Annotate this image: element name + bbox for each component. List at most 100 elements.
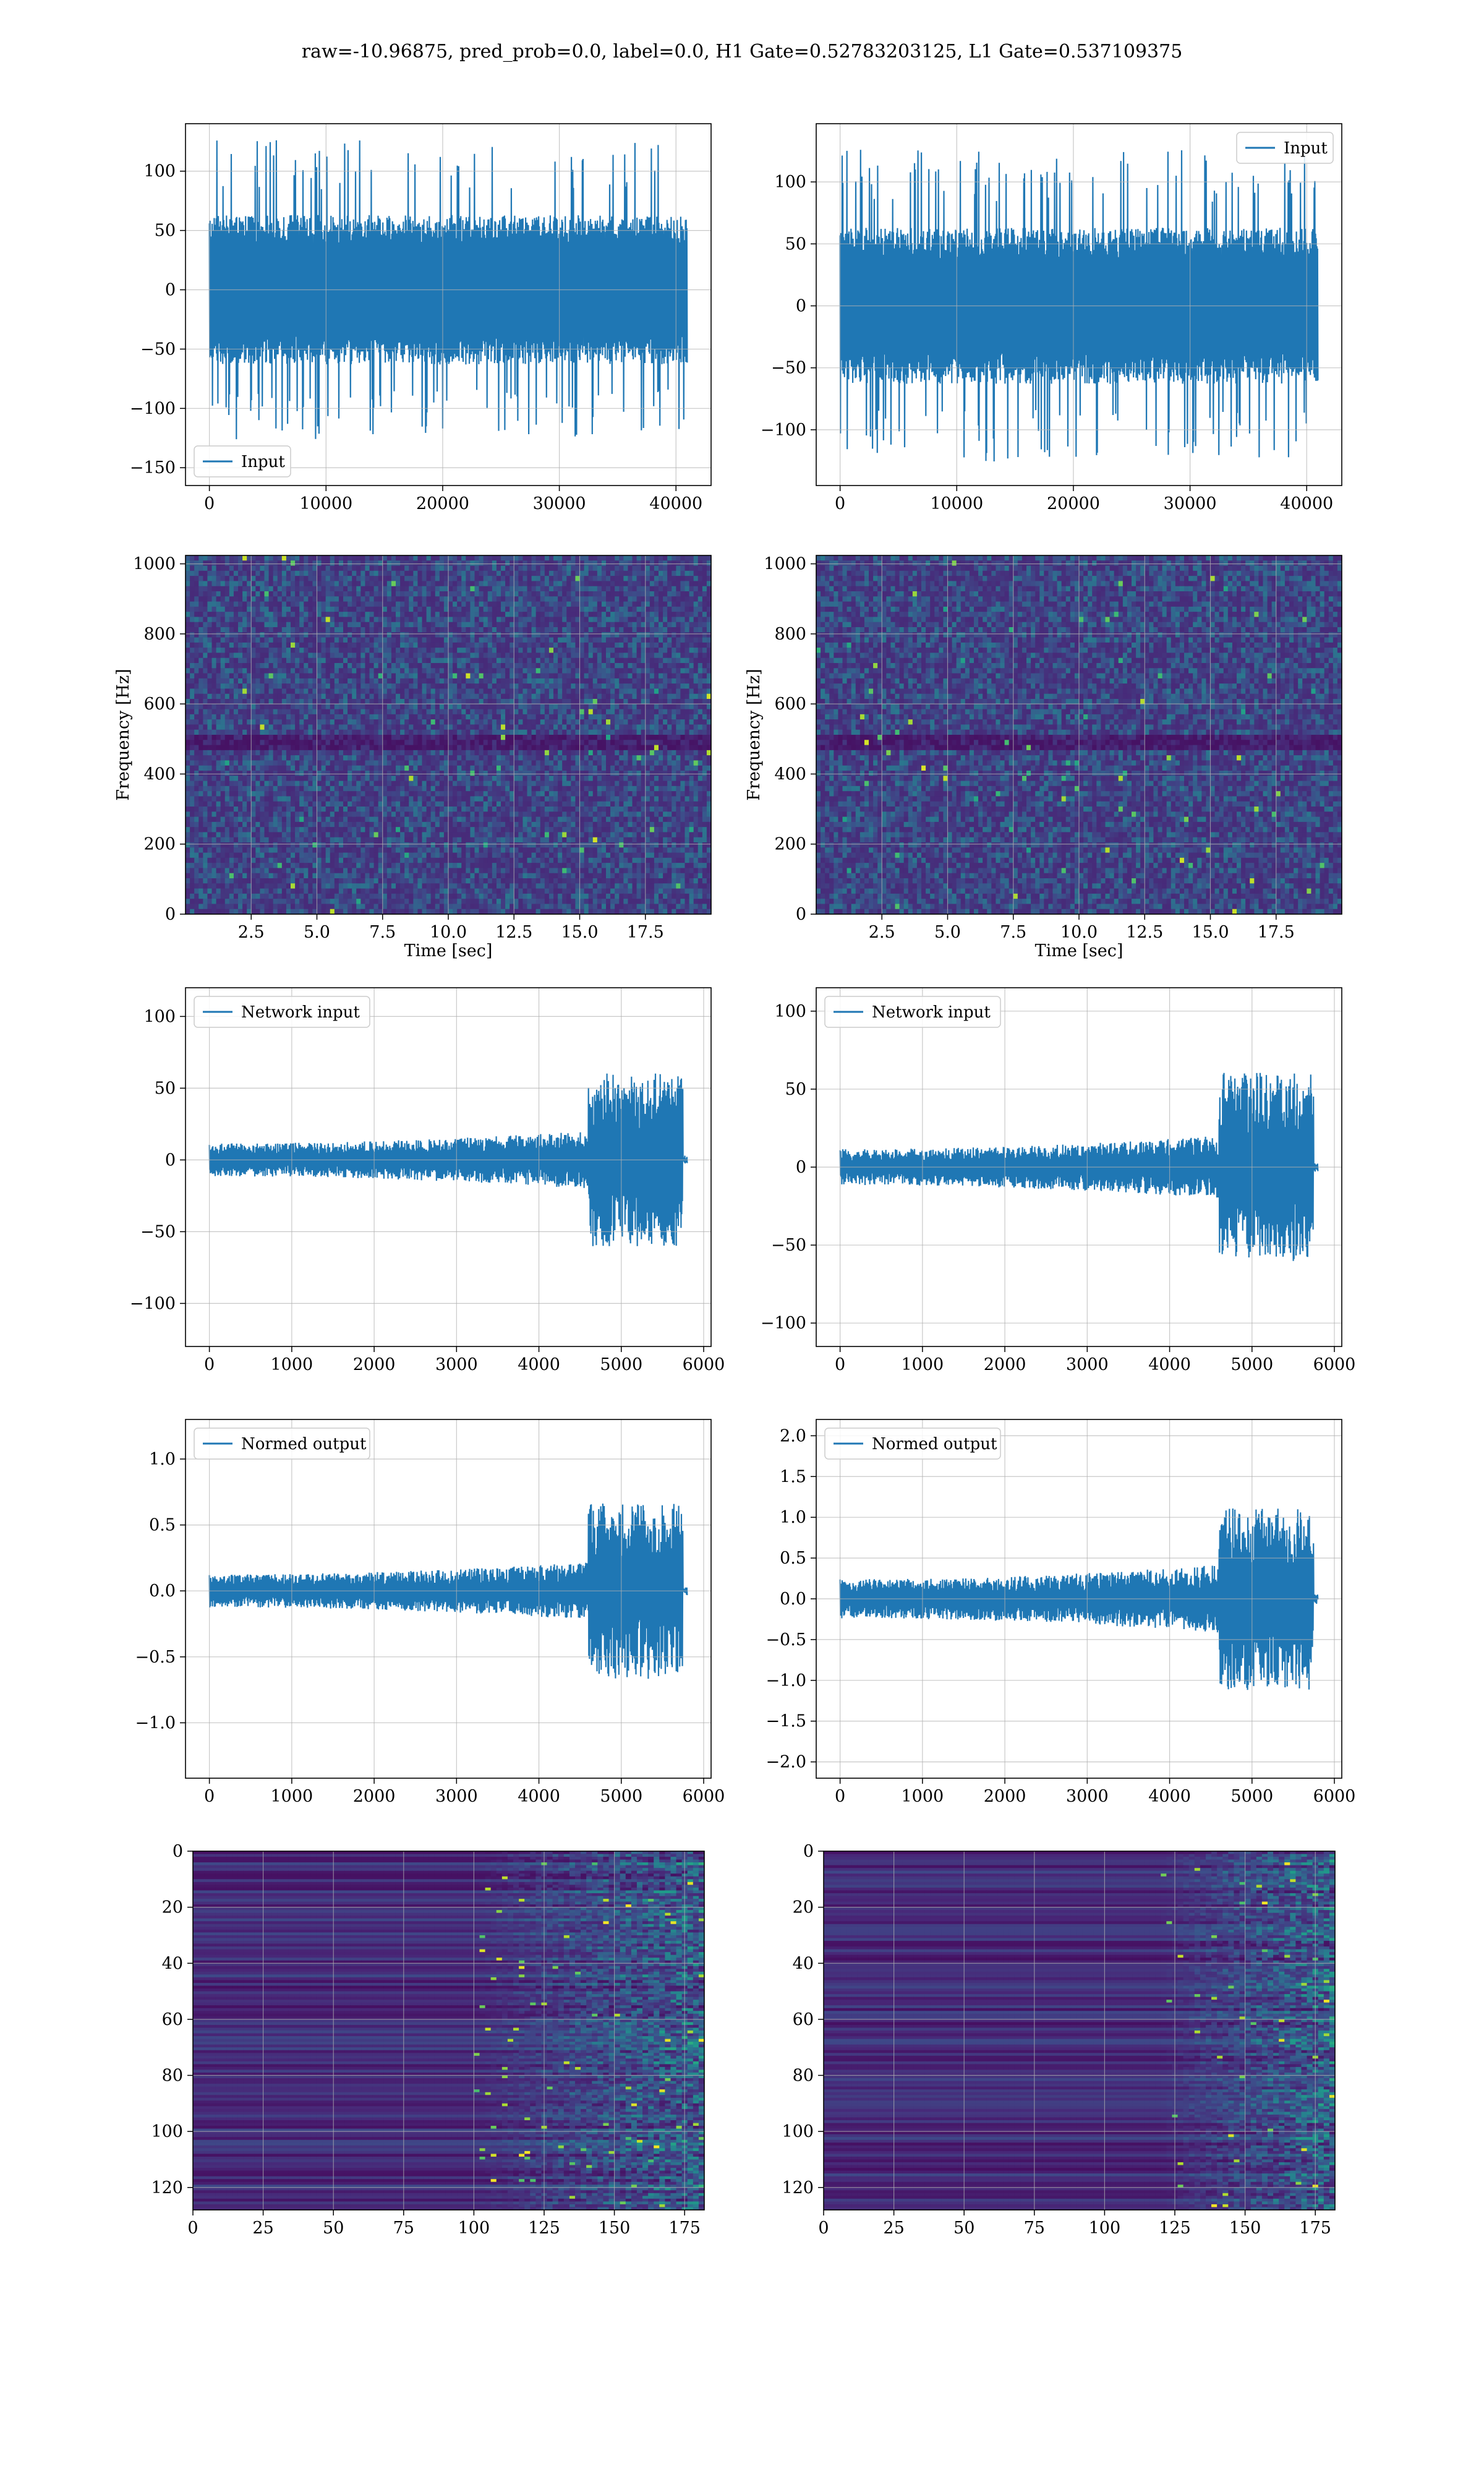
heatmap-cell — [592, 714, 598, 720]
heatmap-cell — [453, 750, 458, 756]
heatmap-cell — [540, 693, 545, 700]
heatmap-cell — [194, 637, 199, 643]
heatmap-cell — [457, 755, 462, 761]
heatmap-cell — [597, 627, 602, 633]
heatmap-cell — [242, 596, 247, 602]
heatmap-cell — [400, 576, 405, 582]
heatmap-cell — [672, 693, 676, 700]
heatmap-cell — [417, 637, 423, 643]
heatmap-cell — [597, 724, 602, 730]
heatmap-cell — [352, 642, 357, 648]
heatmap-cell — [623, 653, 629, 659]
heatmap-cell — [216, 642, 221, 648]
heatmap-cell — [636, 642, 642, 648]
heatmap-cell — [479, 601, 484, 607]
heatmap-cell — [518, 596, 524, 602]
heatmap-cell — [430, 648, 436, 654]
heatmap-cell — [470, 565, 475, 571]
heatmap-cell — [706, 693, 711, 700]
heatmap-cell — [198, 622, 203, 628]
heatmap-cell — [190, 591, 195, 597]
heatmap-cell — [247, 755, 252, 761]
heatmap-cell — [597, 709, 602, 715]
heatmap-cell — [439, 673, 445, 679]
heatmap-cell — [369, 750, 375, 756]
heatmap-cell — [496, 617, 501, 623]
heatmap-cell — [299, 560, 304, 567]
heatmap-cell — [535, 576, 541, 582]
heatmap-cell — [606, 627, 611, 633]
heatmap-cell — [597, 612, 602, 618]
heatmap-cell — [584, 673, 589, 679]
heatmap-cell — [544, 760, 550, 766]
heatmap-cell — [343, 622, 348, 628]
heatmap-cell — [522, 648, 528, 654]
heatmap-cell — [628, 601, 633, 607]
heatmap-cell — [553, 612, 558, 618]
heatmap-cell — [404, 606, 409, 612]
heatmap-cell — [492, 688, 497, 695]
heatmap-cell — [693, 632, 699, 638]
heatmap-cell — [194, 709, 199, 715]
heatmap-cell — [439, 755, 445, 761]
heatmap-cell — [264, 709, 270, 715]
heatmap-cell — [291, 637, 296, 643]
heatmap-cell — [558, 622, 563, 628]
heatmap-cell — [304, 657, 309, 664]
heatmap-cell — [356, 565, 361, 571]
heatmap-cell — [562, 668, 567, 674]
heatmap-cell — [426, 760, 432, 766]
heatmap-cell — [623, 683, 629, 690]
heatmap-cell — [676, 714, 681, 720]
heatmap-cell — [391, 586, 396, 592]
heatmap-cell — [697, 724, 703, 730]
heatmap-cell — [615, 760, 620, 766]
heatmap-cell — [396, 612, 401, 618]
heatmap-cell — [610, 729, 615, 735]
heatmap-cell — [396, 622, 401, 628]
heatmap-cell — [606, 729, 611, 735]
heatmap-cell — [304, 570, 309, 576]
heatmap-cell — [632, 642, 638, 648]
heatmap-cell — [693, 663, 699, 669]
heatmap-cell — [518, 740, 524, 746]
heatmap-cell — [224, 653, 230, 659]
heatmap-cell — [448, 560, 453, 567]
heatmap-cell — [321, 704, 326, 710]
heatmap-cell — [264, 560, 270, 567]
heatmap-cell — [330, 586, 335, 592]
heatmap-cell — [312, 648, 318, 654]
heatmap-cell — [672, 622, 676, 628]
heatmap-cell — [592, 632, 598, 638]
heatmap-cell — [615, 755, 620, 761]
heatmap-cell — [404, 688, 409, 695]
heatmap-cell — [680, 648, 686, 654]
heatmap-cell — [198, 668, 203, 674]
y-tick-label: −100 — [130, 399, 176, 418]
heatmap-cell — [654, 719, 659, 726]
heatmap-cell — [601, 570, 607, 576]
heatmap-cell — [317, 729, 322, 735]
heatmap-cell — [190, 663, 195, 669]
heatmap-cell — [693, 683, 699, 690]
heatmap-cell — [435, 648, 440, 654]
heatmap-cell — [334, 709, 339, 715]
heatmap-cell — [439, 642, 445, 648]
heatmap-cell — [396, 704, 401, 710]
heatmap-cell — [659, 735, 663, 740]
heatmap-cell — [330, 596, 335, 602]
heatmap-cell — [325, 596, 331, 602]
heatmap-cell — [527, 735, 532, 740]
heatmap-cell — [365, 596, 370, 602]
heatmap-cell — [203, 617, 208, 623]
heatmap-cell — [365, 642, 370, 648]
heatmap-cell — [247, 735, 252, 740]
heatmap-cell — [382, 612, 388, 618]
heatmap-cell — [628, 570, 633, 576]
heatmap-cell — [268, 617, 274, 623]
heatmap-cell — [203, 576, 208, 582]
heatmap-cell — [654, 632, 659, 638]
heatmap-cell — [597, 581, 602, 587]
heatmap-cell — [426, 576, 432, 582]
heatmap-cell — [479, 750, 484, 756]
